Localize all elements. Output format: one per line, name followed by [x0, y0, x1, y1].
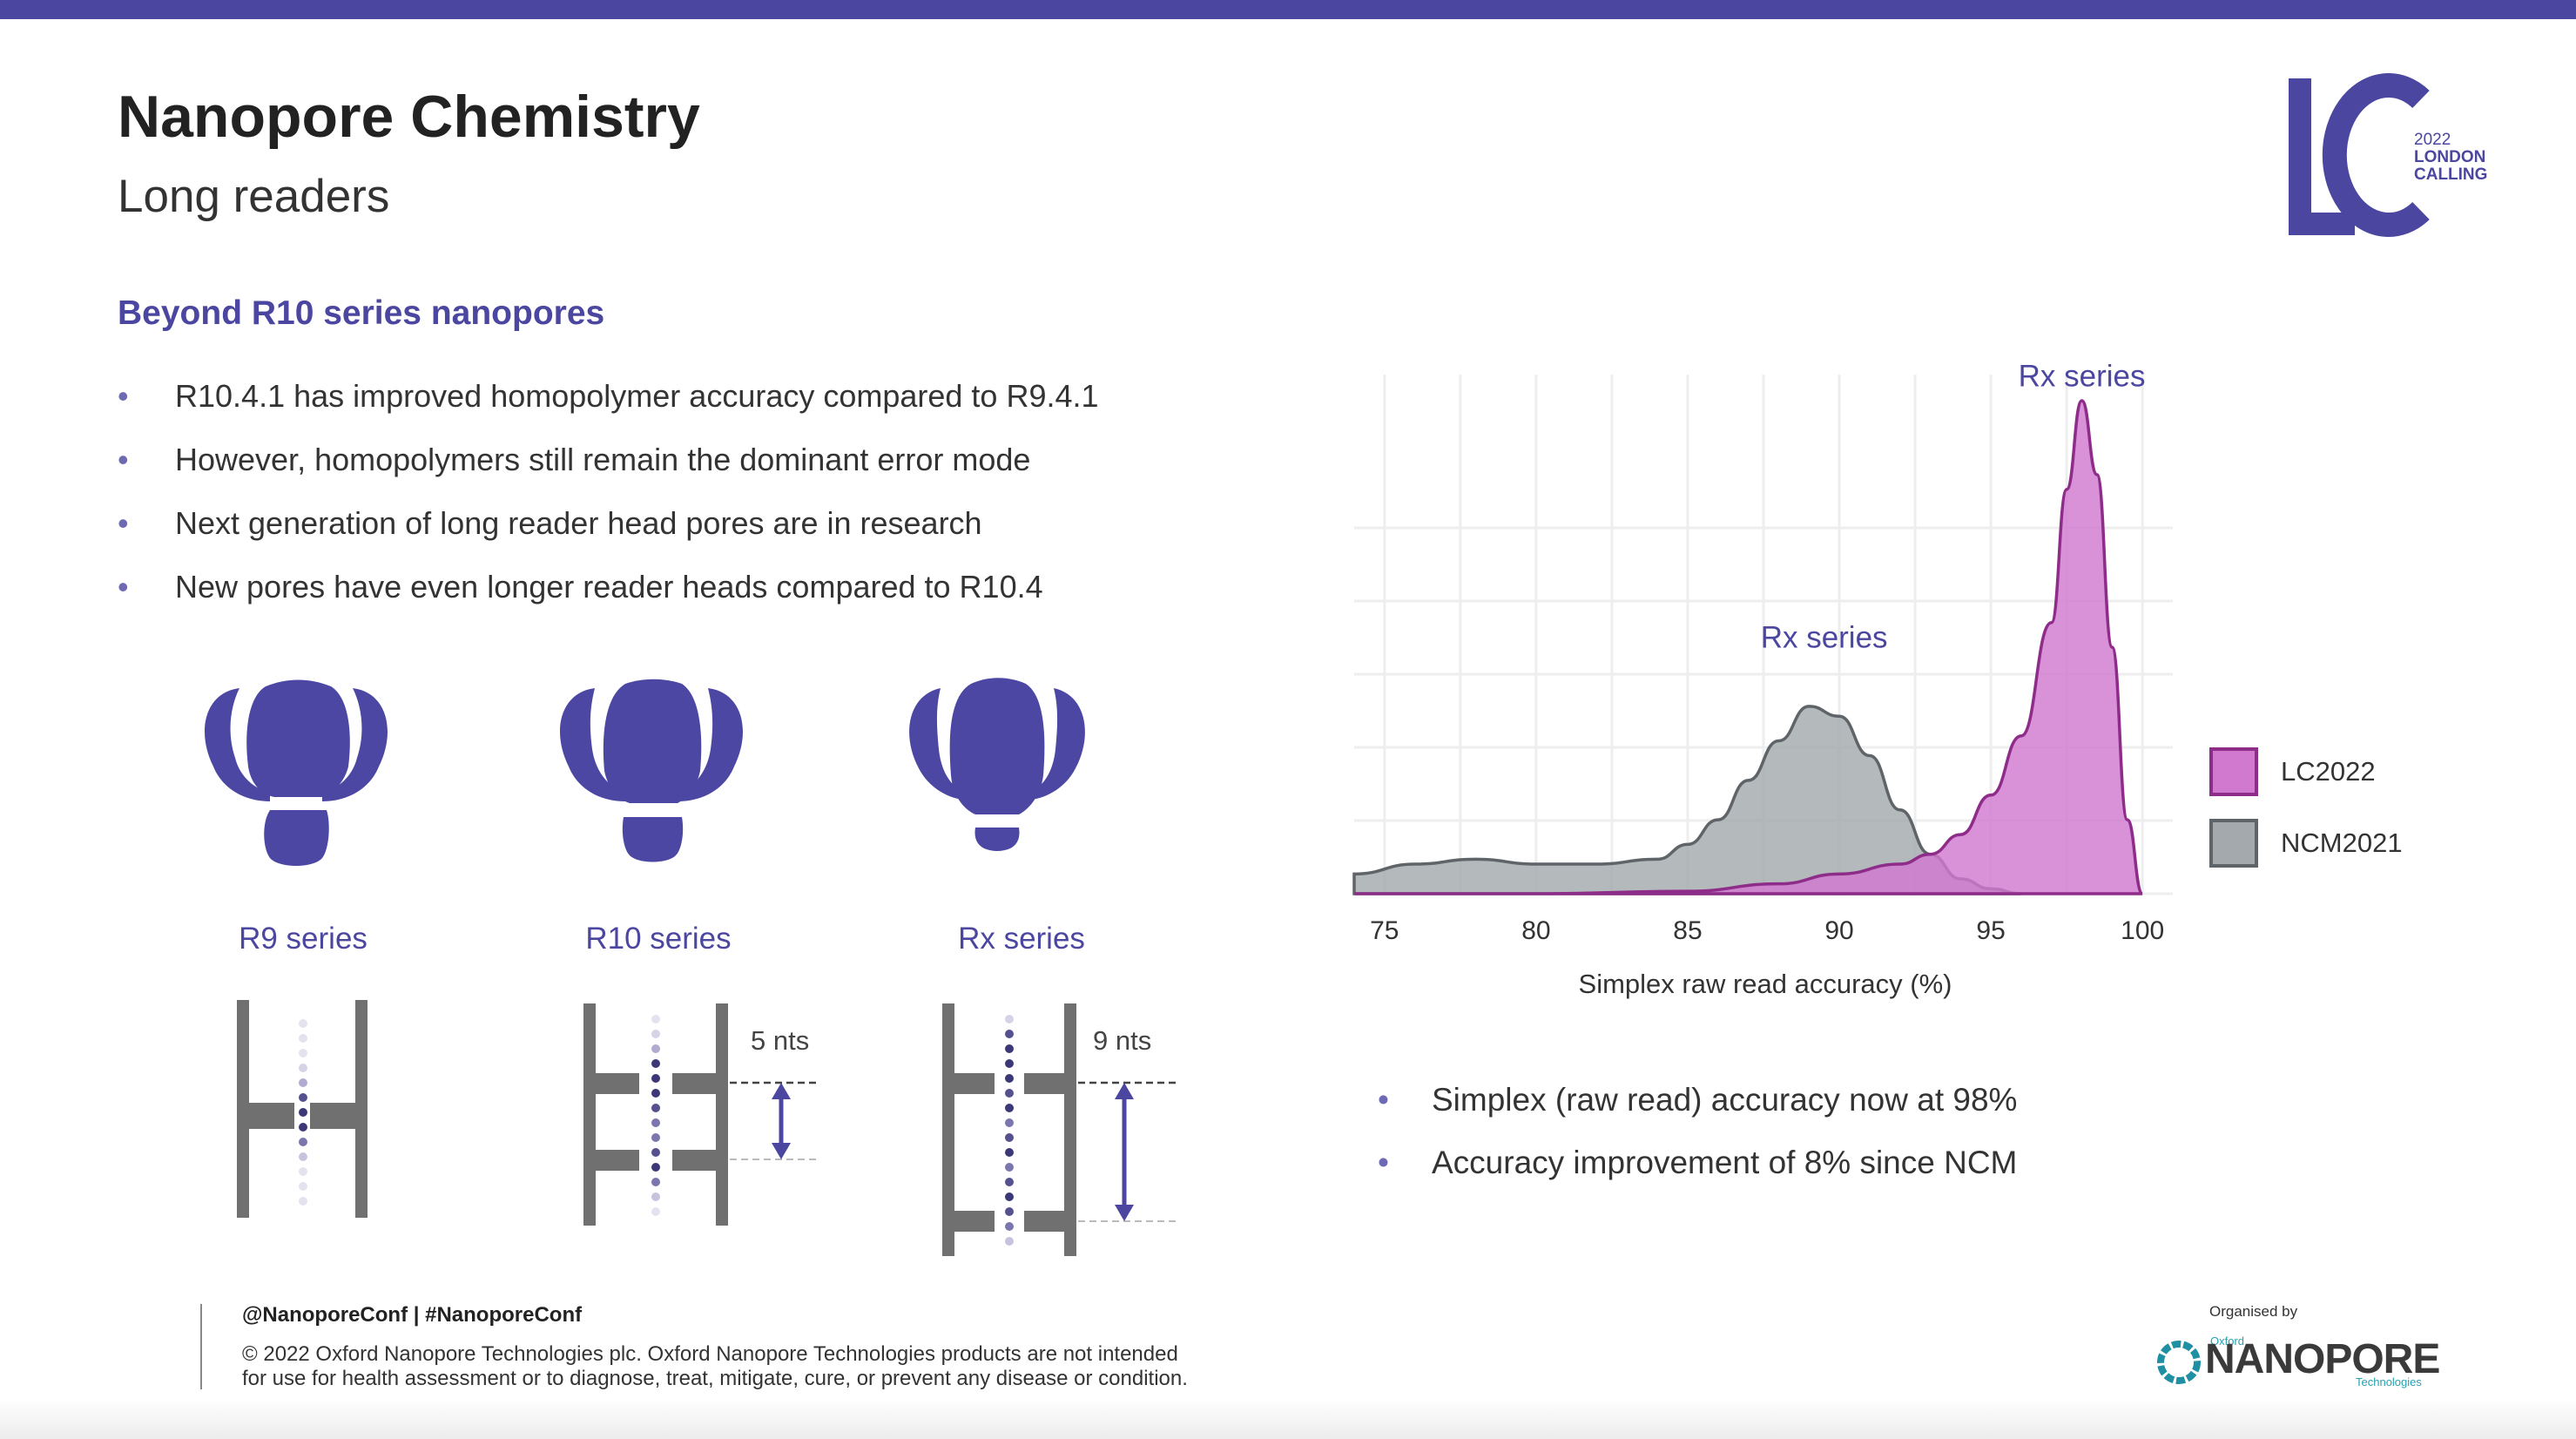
lc-line2: CALLING [2414, 166, 2488, 184]
footer-divider [200, 1304, 202, 1389]
london-calling-logo: 2022 LONDON CALLING [2282, 73, 2508, 239]
r9-base-dots [299, 1019, 307, 1206]
nanopore-logo [2153, 1331, 2449, 1392]
chart-x-ticks: 75 80 85 90 95 100 [1370, 916, 2164, 945]
r10-spacing-marker [730, 1081, 820, 1160]
bullet-text: However, homopolymers still remain the d… [175, 442, 1031, 477]
lc-letters-icon [2289, 73, 2430, 237]
legend-label-lc2022: LC2022 [2281, 756, 2376, 787]
pore-label-r10: R10 series [585, 922, 732, 956]
r10-pore-icon [560, 679, 743, 862]
bullet-text: Simplex (raw read) accuracy now at 98% [1432, 1082, 2018, 1118]
legend-swatch-lc2022 [2209, 747, 2258, 796]
x-tick-label: 95 [1976, 916, 2005, 945]
chart-x-axis-label: Simplex raw read accuracy (%) [1579, 969, 1952, 999]
r10-spacing-label: 5 nts [751, 1025, 810, 1056]
bullet-text: New pores have even longer reader heads … [175, 569, 1043, 605]
x-tick-label: 80 [1521, 916, 1550, 945]
logo-technologies-text: Technologies [2356, 1375, 2422, 1388]
bullet-dot: • [118, 378, 129, 414]
organised-by-label: Organised by [2209, 1303, 2298, 1320]
bullet-dot: • [1378, 1082, 1389, 1118]
nanopore-ring-icon [2157, 1341, 2201, 1384]
x-tick-label: 100 [2121, 916, 2164, 945]
slide-subtitle: Long readers [118, 171, 390, 222]
legend-swatch-ncm2021 [2209, 819, 2258, 868]
rx-spacing-marker [1078, 1081, 1176, 1222]
legend-label-ncm2021: NCM2021 [2281, 828, 2403, 858]
chart-series [1352, 399, 2144, 895]
bullet-text: R10.4.1 has improved homopolymer accurac… [175, 378, 1099, 414]
pore-label-rx: Rx series [958, 922, 1085, 956]
x-tick-label: 90 [1824, 916, 1853, 945]
rx-spacing-label: 9 nts [1093, 1025, 1152, 1056]
logo-oxford-text: Oxford [2210, 1334, 2245, 1348]
disclaimer-line-2: for use for health assessment or to diag… [242, 1367, 1188, 1390]
x-tick-label: 85 [1673, 916, 1702, 945]
pore-label-r9: R9 series [239, 922, 368, 956]
social-handle: @NanoporeConf | #NanoporeConf [242, 1303, 583, 1327]
r9-pore-icon [205, 679, 388, 866]
lc-line1: LONDON [2414, 148, 2486, 166]
channel-diagrams [237, 1000, 1176, 1256]
top-accent-bar [0, 0, 2576, 19]
chart-annotations: Rx series Rx series [1761, 360, 2146, 655]
bullet-text: Next generation of long reader head pore… [175, 505, 982, 541]
slide-title: Nanopore Chemistry [118, 84, 700, 150]
x-tick-label: 75 [1370, 916, 1399, 945]
rx-base-dots [1005, 1015, 1014, 1246]
chart-annotation: Rx series [1761, 621, 1888, 655]
bullet-dot: • [118, 442, 129, 477]
chart-annotation: Rx series [2019, 360, 2146, 394]
r10-base-dots [651, 1015, 660, 1216]
pore-icons [205, 678, 1085, 866]
logo-nanopore-text: NANOPORE [2205, 1336, 2440, 1382]
bottom-shade [0, 1399, 2576, 1439]
rx-channel-diagram [942, 1003, 1076, 1256]
section-heading: Beyond R10 series nanopores [118, 294, 605, 332]
r10-channel-diagram [583, 1003, 728, 1226]
lc-year: 2022 [2414, 131, 2451, 149]
r9-channel-diagram [237, 1000, 368, 1218]
series-area-lc2022 [1354, 399, 2144, 895]
bullet-dot: • [1378, 1145, 1389, 1180]
bullet-dot: • [118, 505, 129, 541]
rx-pore-icon [909, 678, 1085, 851]
disclaimer-line-1: © 2022 Oxford Nanopore Technologies plc.… [242, 1342, 1178, 1366]
bullet-dot: • [118, 569, 129, 605]
bullet-text: Accuracy improvement of 8% since NCM [1432, 1145, 2018, 1180]
